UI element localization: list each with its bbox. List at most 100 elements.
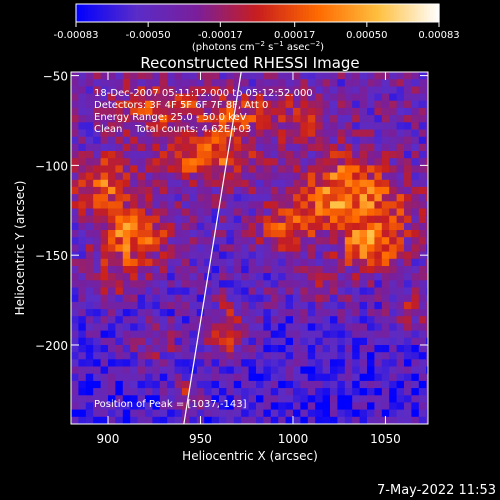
- heatmap-cell: [434, 259, 442, 267]
- heatmap-cell: [204, 244, 213, 253]
- heatmap-cell: [418, 230, 427, 238]
- heatmap-cell: [426, 416, 428, 424]
- heatmap-cell: [219, 208, 227, 217]
- heatmap-cell: [241, 373, 250, 382]
- heatmap-cell: [285, 273, 294, 281]
- heatmap-cell: [122, 352, 131, 360]
- heatmap-cell: [248, 143, 257, 152]
- heatmap-cell: [396, 208, 405, 217]
- heatmap-cell: [182, 337, 190, 346]
- heatmap-cell: [108, 172, 116, 181]
- heatmap-cell: [256, 72, 264, 80]
- heatmap-cell: [226, 165, 235, 174]
- heatmap-cell: [108, 93, 116, 102]
- heatmap-cell: [233, 115, 242, 123]
- heatmap-cell: [108, 287, 116, 296]
- heatmap-cell: [293, 266, 301, 274]
- heatmap-cell: [145, 93, 153, 102]
- heatmap-cell: [189, 273, 198, 281]
- heatmap-cell: [322, 237, 331, 245]
- heatmap-cell: [404, 409, 412, 418]
- heatmap-cell: [344, 337, 353, 346]
- heatmap-cell: [285, 316, 294, 324]
- heatmap-cell: [256, 409, 264, 418]
- heatmap-cell: [330, 201, 338, 210]
- heatmap-cell: [367, 337, 375, 346]
- heatmap-cell: [122, 201, 131, 210]
- heatmap-cell: [337, 136, 346, 145]
- heatmap-cell: [300, 323, 309, 332]
- heatmap-cell: [137, 266, 146, 274]
- heatmap-cell: [196, 136, 205, 145]
- heatmap-cell: [85, 158, 94, 166]
- heatmap-cell: [211, 294, 220, 303]
- heatmap-cell: [196, 395, 205, 404]
- heatmap-cell: [159, 251, 168, 260]
- heatmap-cell: [337, 222, 346, 231]
- heatmap-cell: [93, 352, 102, 360]
- heatmap-cell: [418, 186, 427, 195]
- heatmap-cell: [381, 258, 390, 267]
- heatmap-cell: [389, 280, 398, 289]
- colorbar-cell: [227, 4, 231, 22]
- heatmap-cell: [389, 172, 398, 181]
- heatmap-cell: [211, 380, 220, 389]
- heatmap-cell: [248, 136, 257, 145]
- heatmap-cell: [396, 230, 405, 238]
- heatmap-cell: [263, 337, 272, 346]
- colorbar-cell: [333, 4, 337, 22]
- heatmap-cell: [85, 179, 94, 188]
- heatmap-cell: [404, 179, 412, 188]
- heatmap-cell: [278, 294, 287, 303]
- heatmap-cell: [189, 345, 198, 353]
- heatmap-cell: [418, 345, 427, 353]
- heatmap-cell: [315, 237, 324, 245]
- heatmap-cell: [381, 287, 390, 296]
- heatmap-cell: [404, 86, 412, 95]
- heatmap-cell: [315, 359, 324, 368]
- heatmap-cell: [293, 395, 301, 404]
- heatmap-cell: [189, 129, 198, 138]
- heatmap-cell: [204, 172, 213, 181]
- heatmap-cell: [233, 151, 242, 159]
- heatmap-cell: [130, 373, 139, 382]
- heatmap-cell: [411, 151, 420, 159]
- heatmap-cell: [344, 165, 353, 174]
- colorbar-cell: [393, 4, 398, 22]
- heatmap-cell: [159, 380, 168, 389]
- heatmap-cell: [219, 93, 227, 102]
- heatmap-cell: [211, 330, 220, 339]
- heatmap-cell: [241, 237, 250, 245]
- heatmap-cell: [93, 359, 102, 368]
- heatmap-cell: [167, 266, 176, 274]
- heatmap-cell: [337, 151, 346, 159]
- heatmap-cell: [93, 208, 102, 217]
- colorbar-cell: [97, 4, 101, 22]
- heatmap-cell: [145, 251, 153, 260]
- heatmap-cell: [204, 373, 213, 382]
- heatmap-cell: [108, 366, 116, 375]
- heatmap-cell: [285, 86, 294, 95]
- heatmap-cell: [204, 79, 213, 87]
- heatmap-cell: [71, 416, 79, 424]
- heatmap-cell: [389, 215, 398, 224]
- colorbar-cell: [263, 4, 268, 22]
- heatmap-cell: [248, 301, 257, 310]
- heatmap-cell: [196, 345, 205, 353]
- heatmap-cell: [196, 222, 205, 231]
- heatmap-cell: [174, 201, 183, 210]
- heatmap-cell: [226, 194, 235, 202]
- heatmap-cell: [159, 79, 168, 87]
- heatmap-cell: [389, 86, 398, 95]
- heatmap-cell: [100, 388, 109, 396]
- heatmap-cell: [115, 280, 124, 289]
- heatmap-cell: [152, 222, 161, 231]
- heatmap-cell: [196, 201, 205, 210]
- heatmap-cell: [256, 309, 264, 317]
- heatmap-cell: [71, 222, 79, 231]
- heatmap-cell: [293, 107, 301, 116]
- heatmap-cell: [85, 208, 94, 217]
- heatmap-cell: [182, 273, 190, 281]
- heatmap-cell: [159, 151, 168, 159]
- colorbar-cell: [254, 4, 259, 22]
